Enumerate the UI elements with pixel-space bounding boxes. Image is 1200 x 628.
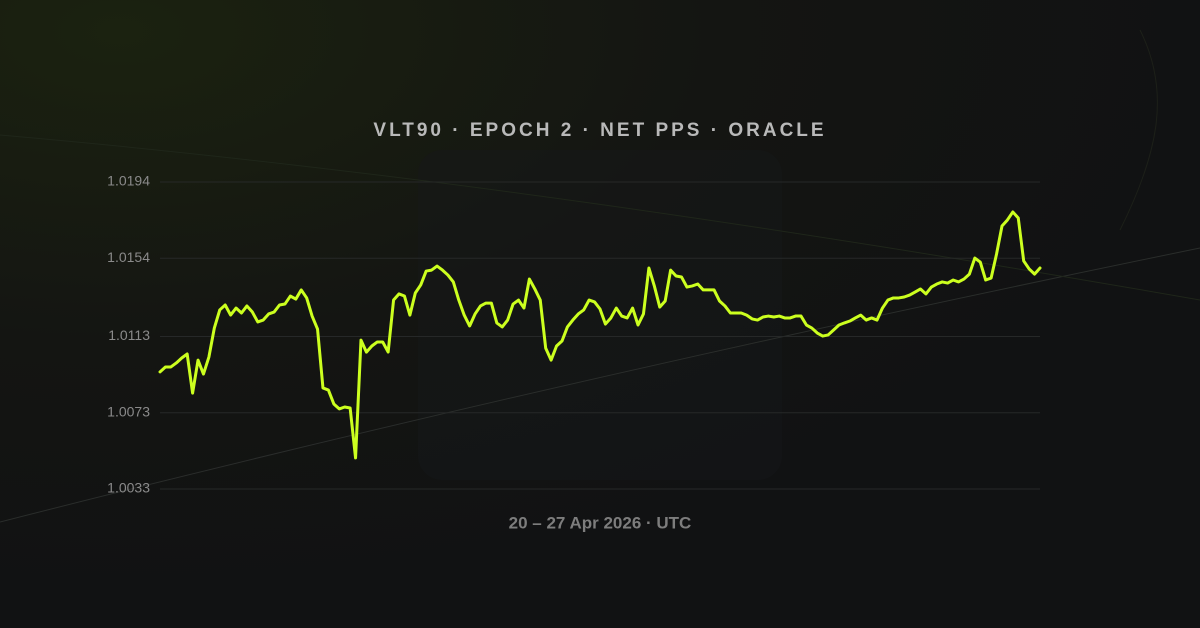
y-tick-label: 1.0033 (107, 480, 150, 496)
grid: 1.0033 1.0073 1.0113 1.0154 1.0194 (107, 173, 1040, 496)
plot (158, 210, 1042, 460)
chart-title: VLT90 · EPOCH 2 · NET PPS · ORACLE (373, 120, 826, 141)
y-tick-label: 1.0194 (107, 173, 150, 189)
x-axis-label: 20 – 27 Apr 2026 · UTC (509, 513, 692, 532)
y-tick-label: 1.0154 (107, 249, 150, 265)
decor-line (0, 134, 1200, 301)
decor-line (0, 247, 1200, 523)
watermark (418, 150, 782, 480)
data-line (158, 210, 1042, 460)
y-tick-label: 1.0113 (108, 327, 150, 343)
y-tick-label: 1.0073 (107, 403, 150, 419)
decor-line (1119, 29, 1158, 231)
